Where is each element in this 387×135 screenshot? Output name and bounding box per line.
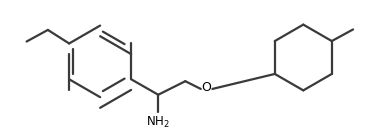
Text: O: O (202, 81, 212, 94)
Text: NH$_2$: NH$_2$ (146, 115, 170, 130)
